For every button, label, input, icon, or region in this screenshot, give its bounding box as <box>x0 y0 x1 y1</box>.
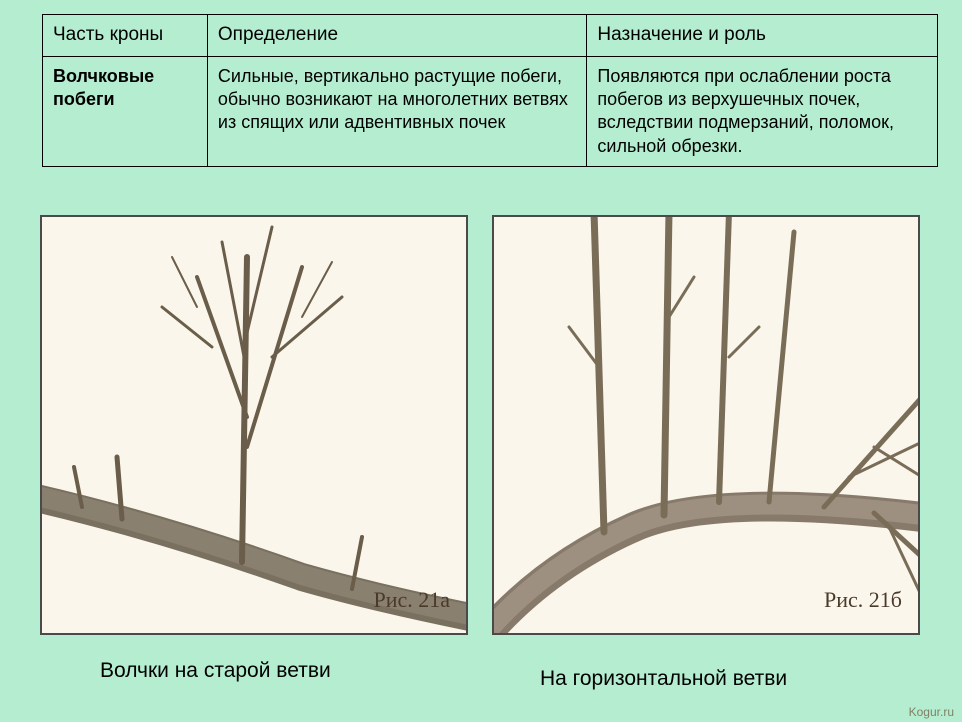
figure-left-label: Рис. 21а <box>373 587 450 613</box>
table-header-row: Часть кроны Определение Назначение и рол… <box>43 15 938 57</box>
figures-container: Рис. 21а Волчки на старой ветви <box>40 215 920 691</box>
watermark: Kogur.ru <box>909 705 954 719</box>
header-purpose: Назначение и роль <box>587 15 938 57</box>
figure-left-illustration: Рис. 21а <box>40 215 468 635</box>
figure-right-caption: На горизонтальной ветви <box>540 667 920 691</box>
figure-right: Рис. 21б На горизонтальной ветви <box>492 215 920 691</box>
figure-left-caption: Волчки на старой ветви <box>100 659 468 683</box>
figure-right-illustration: Рис. 21б <box>492 215 920 635</box>
cell-purpose: Появляются при ослаблении роста побегов … <box>587 56 938 167</box>
table-row: Волчковые побеги Сильные, вертикально ра… <box>43 56 938 167</box>
header-part: Часть кроны <box>43 15 208 57</box>
crown-parts-table: Часть кроны Определение Назначение и рол… <box>42 14 938 167</box>
figure-left: Рис. 21а Волчки на старой ветви <box>40 215 468 691</box>
cell-definition: Сильные, вертикально растущие побеги, об… <box>207 56 587 167</box>
figure-right-label: Рис. 21б <box>824 587 902 613</box>
header-definition: Определение <box>207 15 587 57</box>
cell-part: Волчковые побеги <box>43 56 208 167</box>
